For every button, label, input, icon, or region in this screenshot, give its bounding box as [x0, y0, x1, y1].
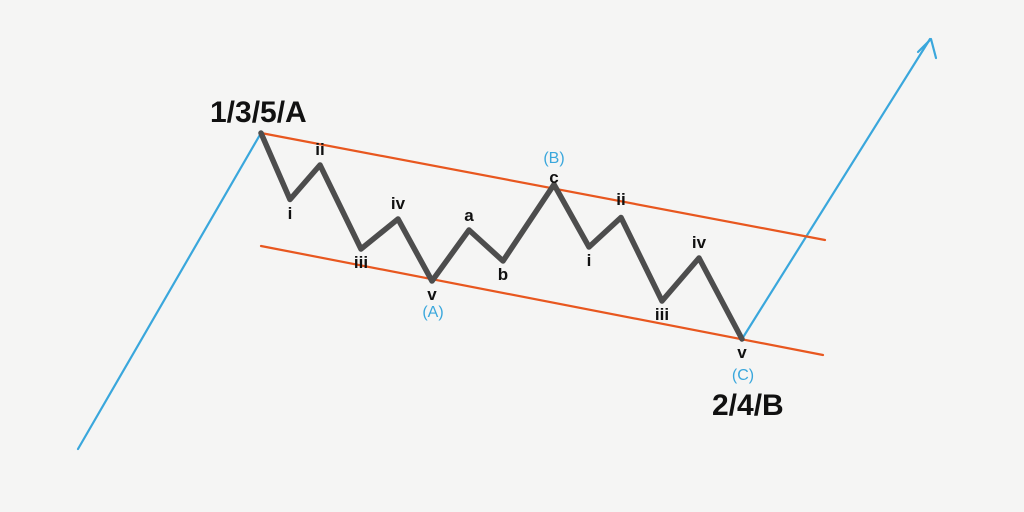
svg-text:b: b [498, 265, 508, 284]
svg-text:(A): (A) [422, 304, 443, 321]
svg-text:ii: ii [616, 190, 625, 209]
svg-text:i: i [288, 204, 293, 223]
svg-text:v: v [427, 285, 437, 304]
svg-text:iii: iii [354, 253, 368, 272]
svg-text:i: i [587, 251, 592, 270]
svg-text:v: v [737, 343, 747, 362]
svg-text:iii: iii [655, 305, 669, 324]
svg-text:a: a [464, 206, 474, 225]
svg-text:(C): (C) [732, 367, 754, 384]
svg-text:c: c [549, 168, 558, 187]
svg-text:ii: ii [315, 140, 324, 159]
svg-text:2/4/B: 2/4/B [712, 389, 784, 422]
svg-text:iv: iv [391, 194, 406, 213]
svg-text:(B): (B) [543, 150, 564, 167]
svg-text:1/3/5/A: 1/3/5/A [210, 96, 307, 129]
svg-text:iv: iv [692, 233, 707, 252]
